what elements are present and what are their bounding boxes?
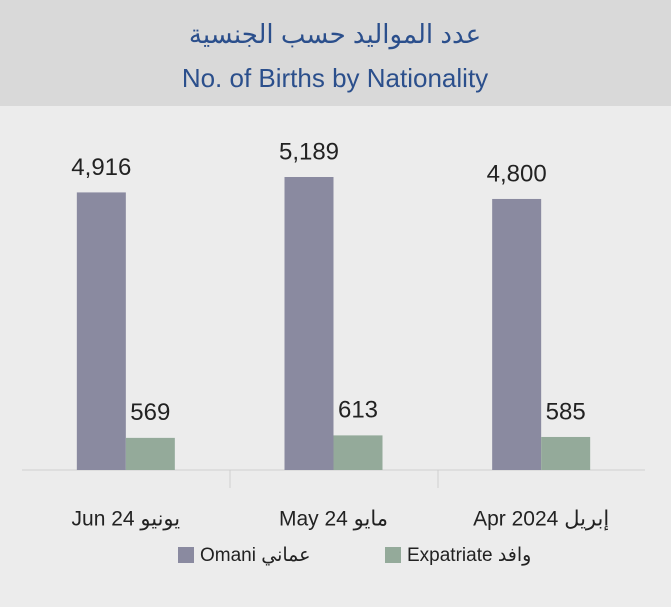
- data-label: 569: [130, 399, 170, 426]
- data-label: 4,916: [71, 154, 131, 181]
- data-label: 4,800: [487, 160, 547, 187]
- bar: [284, 177, 334, 470]
- bar: [541, 436, 591, 470]
- data-label: 585: [546, 398, 586, 425]
- chart-title: عدد المواليد حسب الجنسية: [189, 19, 481, 50]
- x-tick-label: Apr 2024 إبريل: [473, 508, 609, 532]
- bar: [333, 435, 383, 470]
- bar: [125, 437, 175, 470]
- header: [0, 0, 671, 106]
- x-tick-label: May 24 مايو: [279, 508, 388, 531]
- legend-swatch: [385, 547, 401, 563]
- chart-subtitle: No. of Births by Nationality: [182, 63, 488, 93]
- bar: [492, 198, 542, 470]
- legend-label: Expatriate وافد: [407, 545, 531, 566]
- data-label: 5,189: [279, 138, 339, 165]
- data-label: 613: [338, 397, 378, 424]
- x-tick-label: Jun 24 يونيو: [72, 508, 181, 531]
- legend-label: Omani عماني: [200, 545, 311, 566]
- legend-swatch: [178, 547, 194, 563]
- bar: [76, 192, 126, 471]
